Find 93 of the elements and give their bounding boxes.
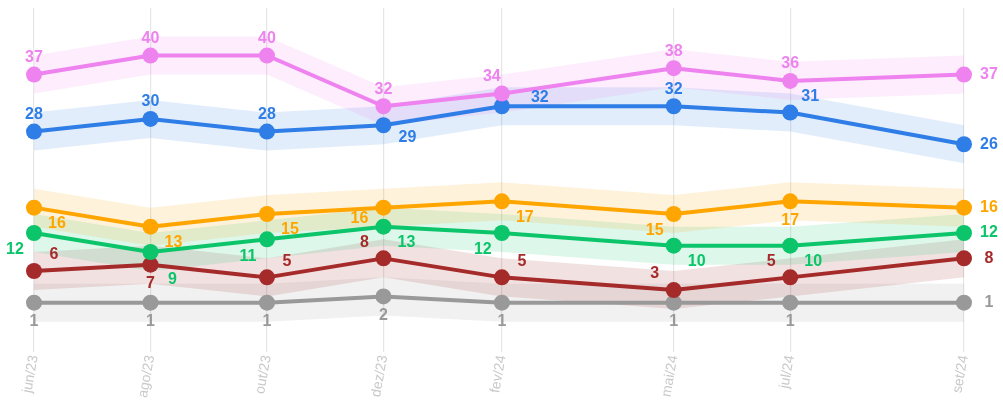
data-label: 31 xyxy=(801,86,820,104)
data-label: 10 xyxy=(687,252,706,270)
point xyxy=(956,225,972,241)
point xyxy=(375,250,392,267)
data-label: 9 xyxy=(168,270,178,288)
data-label: 36 xyxy=(781,54,800,72)
point xyxy=(665,282,682,299)
data-label: 5 xyxy=(517,251,527,269)
data-label: 1 xyxy=(146,312,156,330)
data-label: 1 xyxy=(669,312,679,330)
point xyxy=(782,269,799,286)
point xyxy=(493,193,510,210)
data-label: 2 xyxy=(379,305,389,323)
data-label: 10 xyxy=(804,252,823,270)
data-label: 16 xyxy=(350,209,369,227)
point xyxy=(782,104,799,121)
point xyxy=(493,225,510,241)
data-label: 37 xyxy=(25,47,43,65)
point xyxy=(375,117,392,134)
point xyxy=(142,110,159,127)
point xyxy=(26,66,42,83)
point xyxy=(375,199,392,216)
data-label: 8 xyxy=(984,248,994,266)
data-label: 15 xyxy=(645,221,664,239)
point xyxy=(375,98,392,115)
point xyxy=(142,47,159,64)
point xyxy=(375,218,392,235)
data-label: 5 xyxy=(282,251,292,269)
data-label: 16 xyxy=(980,198,998,216)
point xyxy=(956,199,972,216)
data-label: 16 xyxy=(48,214,66,232)
point xyxy=(665,205,682,222)
point xyxy=(26,123,42,140)
data-label: 30 xyxy=(141,92,160,110)
data-label: 38 xyxy=(664,41,683,59)
point xyxy=(26,225,42,241)
data-label: 15 xyxy=(281,220,299,238)
point xyxy=(665,237,682,254)
data-label: 37 xyxy=(980,64,998,82)
point xyxy=(26,263,42,280)
point xyxy=(142,294,159,311)
data-label: 8 xyxy=(360,232,370,250)
point xyxy=(26,294,42,311)
point xyxy=(258,123,275,140)
data-label: 40 xyxy=(141,28,160,46)
point xyxy=(665,98,682,115)
data-label: 29 xyxy=(398,127,417,145)
point xyxy=(258,205,275,222)
data-label: 40 xyxy=(258,28,276,46)
point xyxy=(493,269,510,286)
data-label: 13 xyxy=(397,233,416,251)
point xyxy=(782,193,799,210)
point xyxy=(142,218,159,235)
data-label: 1 xyxy=(262,312,272,330)
point xyxy=(258,231,275,248)
data-label: 1 xyxy=(29,312,39,330)
point xyxy=(26,199,42,216)
point xyxy=(782,72,799,89)
data-label: 17 xyxy=(515,207,534,225)
point xyxy=(665,60,682,77)
data-label: 1 xyxy=(785,312,795,330)
data-label: 3 xyxy=(650,264,660,282)
point xyxy=(493,294,510,311)
data-label: 12 xyxy=(6,240,24,258)
data-label: 17 xyxy=(781,210,800,228)
data-label: 13 xyxy=(164,233,183,251)
data-label: 1 xyxy=(497,312,507,330)
point xyxy=(142,244,159,261)
data-label: 34 xyxy=(482,66,501,84)
point xyxy=(258,269,275,286)
point xyxy=(493,85,510,102)
data-label: 11 xyxy=(239,246,257,264)
data-label: 26 xyxy=(980,134,998,152)
point xyxy=(782,237,799,254)
data-label: 5 xyxy=(766,251,776,269)
point xyxy=(956,294,972,311)
data-label: 6 xyxy=(49,245,59,263)
data-label: 12 xyxy=(473,240,492,258)
point xyxy=(258,294,275,311)
point xyxy=(782,294,799,311)
point xyxy=(375,288,392,305)
data-label: 7 xyxy=(146,274,156,292)
data-label: 28 xyxy=(25,105,43,122)
point xyxy=(956,250,972,267)
data-label: 12 xyxy=(980,223,998,241)
data-label: 32 xyxy=(530,87,549,105)
data-label: 1 xyxy=(984,293,994,311)
point xyxy=(956,136,972,153)
data-label: 32 xyxy=(664,79,683,97)
data-label: 28 xyxy=(258,105,276,122)
point xyxy=(956,66,972,83)
data-label: 32 xyxy=(374,79,393,97)
point xyxy=(258,47,275,64)
